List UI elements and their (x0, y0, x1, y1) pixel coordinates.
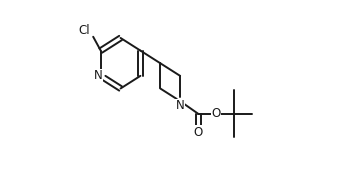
Text: O: O (212, 107, 221, 120)
Text: N: N (94, 69, 103, 82)
Text: Cl: Cl (78, 24, 90, 37)
Text: O: O (194, 126, 203, 139)
Text: N: N (176, 99, 184, 112)
